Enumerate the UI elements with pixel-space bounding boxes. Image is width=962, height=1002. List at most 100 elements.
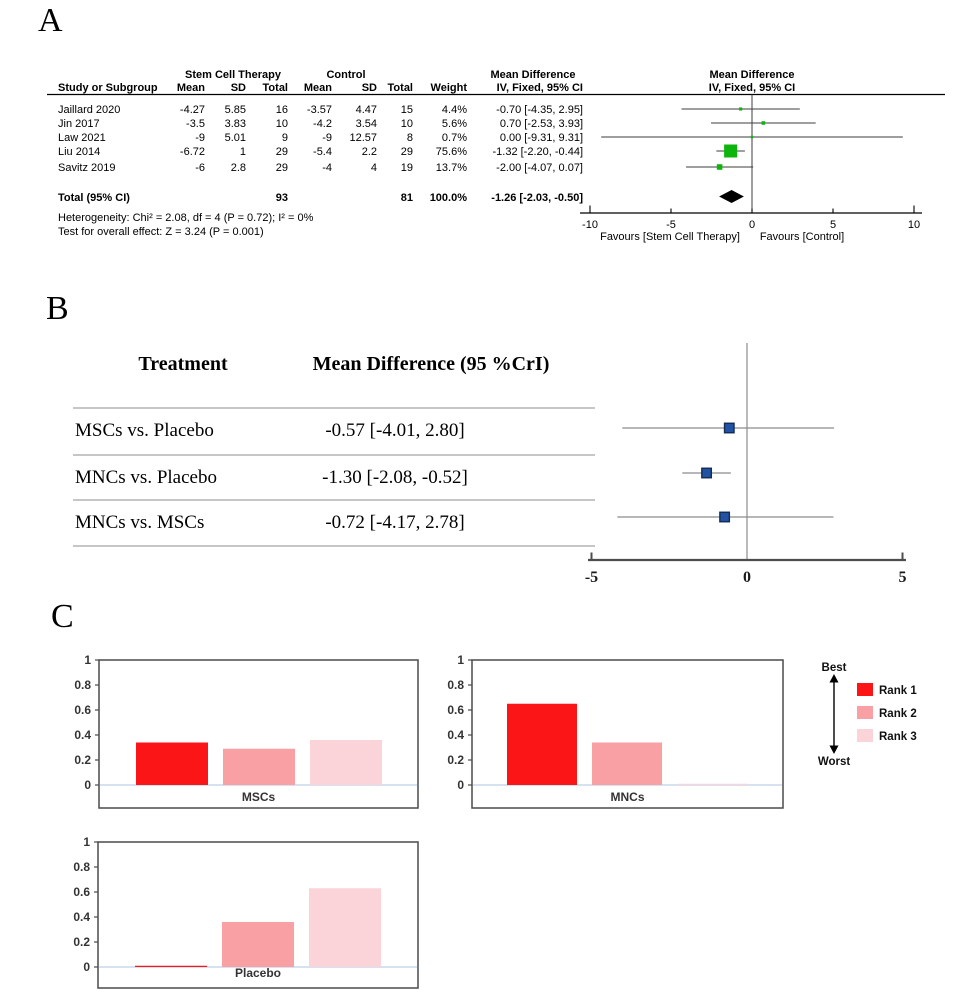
table-cell: 29	[276, 146, 288, 158]
y-axis-tick-label: 0.6	[74, 703, 91, 717]
y-axis-tick-label: 0.4	[447, 728, 464, 742]
table-cell: -9	[195, 132, 205, 144]
plot-header-mean-difference: Mean Difference	[710, 69, 795, 81]
y-axis-tick-label: 1	[83, 835, 90, 849]
table-cell: 9	[282, 132, 288, 144]
chart-frame	[98, 659, 419, 809]
table-cell: 29	[401, 146, 413, 158]
bar-rank2	[222, 922, 294, 967]
legend-entry-rank1: Rank 1	[879, 685, 917, 697]
y-axis-tick-label: 0.4	[74, 728, 91, 742]
y-axis-tick-label: 0	[84, 778, 91, 792]
axis-tick-label: -10	[582, 219, 598, 231]
y-axis-tick-label: 0	[83, 960, 90, 974]
table-cell: -1.32 [-2.20, -0.44]	[493, 146, 584, 158]
rank-bar-charts: 1 0.8 0.6 0.4 0.2 0 MSCs 1 0.8 0.6 0.4 0.2 0 MNCs 1 0.8…	[73, 653, 784, 989]
comparison-name: MNCs vs. Placebo	[75, 467, 217, 488]
table-cell: 4.47	[356, 104, 377, 116]
y-axis-tick-label: 0.8	[447, 678, 464, 692]
table-cell: 8	[407, 132, 413, 144]
y-axis-tick-label: 0.8	[73, 860, 90, 874]
comparison-value: -0.57 [-4.01, 2.80]	[325, 420, 464, 441]
column-header-sd-2: SD	[362, 82, 377, 94]
table-cell: 3.83	[225, 118, 246, 130]
panel-b-network-plot: Treatment Mean Difference (95 %CrI) MSCs…	[73, 343, 907, 586]
y-axis-tick-label: 0.6	[73, 885, 90, 899]
table-cell: 16	[276, 104, 288, 116]
table-cell: -6.72	[180, 146, 205, 158]
group-header-control: Control	[326, 69, 365, 81]
bar-rank3	[309, 888, 381, 967]
table-cell: -1.26 [-2.03, -0.50]	[491, 192, 583, 204]
table-cell: -4.27	[180, 104, 205, 116]
study-name: Liu 2014	[58, 146, 100, 158]
effect-square	[724, 144, 738, 158]
table-cell: -5.4	[313, 146, 332, 158]
table-cell: 100.0%	[430, 192, 468, 204]
comparison-value: -1.30 [-2.08, -0.52]	[322, 467, 468, 488]
total-diamond	[719, 190, 744, 203]
column-header-mean-2: Mean	[304, 82, 332, 94]
panel-a-forest-plot: Stem Cell Therapy Control Mean Differenc…	[47, 69, 945, 243]
study-name: Jin 2017	[58, 118, 100, 130]
effect-square	[739, 107, 743, 111]
column-header-weight: Weight	[431, 82, 468, 94]
table-header-mean-difference: Mean Difference (95 %CrI)	[313, 353, 550, 375]
effect-square	[750, 135, 754, 139]
y-axis-tick-label: 0.2	[73, 935, 90, 949]
table-cell: 19	[401, 162, 413, 174]
legend-entry-rank3: Rank 3	[879, 731, 917, 743]
table-cell: 0.7%	[442, 132, 467, 144]
favours-right-label: Favours [Control]	[760, 231, 844, 243]
panel-b-label: B	[46, 290, 69, 327]
axis-tick-label: 5	[899, 569, 907, 586]
table-cell: 1	[240, 146, 246, 158]
legend-worst-label: Worst	[818, 756, 851, 768]
table-cell: 5.6%	[442, 118, 467, 130]
arrow-up-icon	[829, 674, 839, 683]
column-header-study: Study or Subgroup	[58, 82, 158, 94]
table-cell: 13.7%	[436, 162, 467, 174]
table-cell: 10	[401, 118, 413, 130]
column-header-mean-difference: Mean Difference	[491, 69, 576, 81]
forest-b-marks: MSCs vs. Placebo -0.57 [-4.01, 2.80] MNCs …	[75, 420, 907, 586]
favours-left-label: Favours [Stem Cell Therapy]	[600, 231, 740, 243]
y-axis-tick-label: 0.4	[73, 910, 90, 924]
effect-square	[723, 422, 735, 434]
table-cell: -0.70 [-4.35, 2.95]	[496, 104, 583, 116]
study-name: Jaillard 2020	[58, 104, 120, 116]
legend-swatch-rank1	[857, 683, 873, 696]
overall-effect-text: Test for overall effect: Z = 3.24 (P = 0…	[58, 226, 264, 238]
table-cell: 12.57	[349, 132, 377, 144]
table-cell: 2.2	[362, 146, 377, 158]
y-axis-tick-label: 1	[84, 653, 91, 667]
table-cell: 0.70 [-2.53, 3.93]	[500, 118, 583, 130]
effect-square	[701, 467, 713, 479]
axis-tick-label: 0	[749, 219, 755, 231]
table-cell: 15	[401, 104, 413, 116]
panel-c-rank-charts: 1 0.8 0.6 0.4 0.2 0 MSCs 1 0.8 0.6 0.4 0.2 0 MNCs 1 0.8…	[73, 653, 917, 989]
table-cell: 29	[276, 162, 288, 174]
bar-rank3	[678, 783, 748, 785]
comparison-value: -0.72 [-4.17, 2.78]	[325, 512, 464, 533]
chart-category-label: MSCs	[242, 790, 276, 804]
table-cell: -2.00 [-4.07, 0.07]	[496, 162, 583, 174]
axis-tick-label: 0	[743, 569, 751, 586]
effect-square	[719, 511, 731, 523]
table-cell: 4.4%	[442, 104, 467, 116]
comparison-name: MSCs vs. Placebo	[75, 420, 214, 441]
column-header-total-2: Total	[388, 82, 413, 94]
column-header-method: IV, Fixed, 95% CI	[497, 82, 583, 94]
y-axis-tick-label: 1	[457, 653, 464, 667]
bar-rank2	[223, 748, 295, 785]
panel-c-label: C	[51, 598, 74, 635]
bar-rank1	[507, 703, 577, 785]
table-cell: 0.00 [-9.31, 9.31]	[500, 132, 583, 144]
table-cell: -6	[195, 162, 205, 174]
study-name: Savitz 2019	[58, 162, 115, 174]
arrow-down-icon	[829, 745, 839, 754]
y-axis-tick-label: 0.8	[74, 678, 91, 692]
column-header-sd-1: SD	[231, 82, 246, 94]
table-cell: -3.57	[307, 104, 332, 116]
